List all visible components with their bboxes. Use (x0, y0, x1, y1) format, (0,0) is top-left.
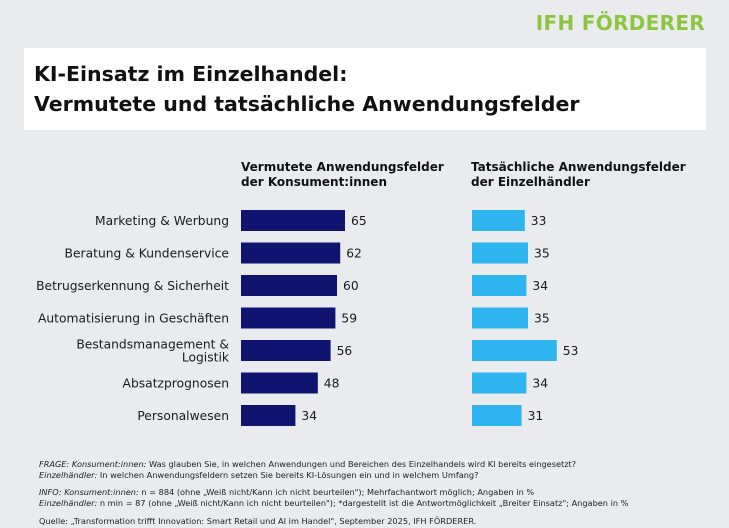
data-label: 59 (341, 312, 357, 326)
title-box: KI-Einsatz im Einzelhandel: Vermutete un… (24, 48, 706, 130)
data-label: 65 (351, 214, 367, 228)
category-label: Absatzprognosen (123, 377, 229, 391)
retailer-bar (472, 340, 557, 361)
consumer-bar (241, 275, 337, 296)
category-label: Marketing & Werbung (95, 214, 229, 228)
retailer-bar (472, 275, 527, 296)
data-label: 35 (534, 247, 550, 261)
data-label: 34 (532, 377, 548, 391)
footnote-frage2-label: Einzelhändler: (39, 469, 98, 480)
data-label: 56 (337, 344, 353, 358)
data-label: 34 (532, 279, 548, 293)
consumer-bar (241, 372, 318, 394)
series-header-retailers-line-2: der Einzelhändler (471, 175, 590, 189)
retailer-bar (472, 242, 528, 264)
retailer-bar (472, 372, 527, 394)
series-header-consumers: Vermutete Anwendungsfelder der Konsument… (241, 160, 444, 190)
footnote-frage-text: Was glauben Sie, in welchen Anwendungen … (146, 459, 577, 469)
series-header-retailers: Tatsächliche Anwendungsfelder der Einzel… (471, 160, 686, 190)
brand-logo: IFH FÖRDERER (535, 11, 705, 35)
series-header-retailers-line-1: Tatsächliche Anwendungsfelder (471, 160, 686, 174)
retailer-bar (472, 307, 528, 329)
consumer-bar (241, 242, 341, 264)
consumer-bar (241, 210, 345, 231)
consumer-bar (241, 405, 296, 426)
retailer-bar (472, 210, 525, 231)
footnote-frage2-text: In welchen Anwendungsfeldern setzen Sie … (97, 469, 479, 480)
footnote-info-text: n = 884 (ohne „Weiß nicht/Kann ich nicht… (138, 487, 535, 497)
footnote-info: INFO: Konsument:innen: n = 884 (ohne „We… (39, 487, 628, 508)
consumer-bar (241, 307, 336, 329)
series-header-consumers-line-2: der Konsument:innen (241, 175, 387, 189)
data-label: 33 (531, 214, 547, 228)
category-label: Bestandsmanagement & (76, 338, 229, 352)
consumer-bar (241, 340, 331, 361)
page-title-line-2: Vermutete und tatsächliche Anwendungsfel… (34, 92, 580, 116)
data-label: 48 (324, 377, 340, 391)
data-label: 53 (563, 344, 579, 358)
footnote-frage-label: FRAGE: Konsument:innen: (39, 459, 147, 469)
footnote-question: FRAGE: Konsument:innen: Was glauben Sie,… (39, 459, 576, 480)
bar-chart: Marketing & Werbung 65 33 Beratung & Kunden… (36, 210, 579, 426)
footnote-info2-text: n min = 87 (ohne „Weiß nicht/Kann ich ni… (97, 497, 629, 508)
page-title-line-1: KI-Einsatz im Einzelhandel: (34, 62, 348, 86)
category-label: Betrugserkennung & Sicherheit (36, 279, 229, 293)
category-label: Automatisierung in Geschäften (38, 312, 229, 326)
series-header-consumers-line-1: Vermutete Anwendungsfelder (241, 160, 444, 174)
footnote-info-label: INFO: Konsument:innen: (39, 487, 139, 497)
data-label: 62 (346, 247, 362, 261)
data-label: 35 (534, 312, 550, 326)
footnote-info2-label: Einzelhändler: (39, 497, 98, 508)
category-label: Logistik (182, 351, 230, 365)
category-label: Beratung & Kundenservice (65, 247, 229, 261)
data-label: 34 (301, 409, 317, 423)
footnote-source: Quelle: „Transformation trifft Innovatio… (39, 516, 477, 526)
retailer-bar (472, 405, 522, 426)
data-label: 31 (528, 409, 544, 423)
category-label: Personalwesen (137, 409, 229, 423)
data-label: 60 (343, 279, 359, 293)
